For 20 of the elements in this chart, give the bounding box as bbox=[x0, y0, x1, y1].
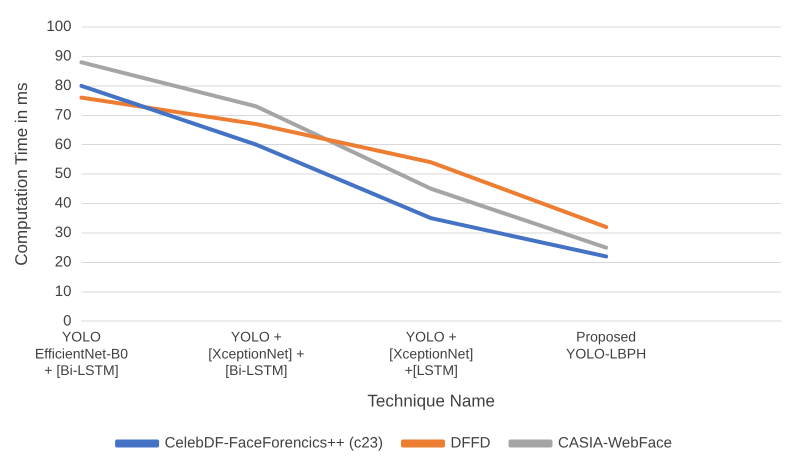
legend-label: CelebDF-FaceForencics++ (c23) bbox=[164, 434, 384, 452]
x-tick-label: YOLO EfficientNet-B0 + [Bi-LSTM] bbox=[34, 328, 128, 378]
x-tick-label: YOLO + [XceptionNet] +[LSTM] bbox=[389, 328, 474, 378]
y-tick-label: 10 bbox=[54, 282, 72, 300]
legend-label: DFFD bbox=[450, 434, 491, 452]
y-tick-label: 100 bbox=[46, 18, 72, 36]
x-axis-title: Technique Name bbox=[367, 391, 496, 410]
y-tick-label: 60 bbox=[54, 136, 72, 153]
y-tick-label: 80 bbox=[54, 76, 72, 94]
y-tick-label: 50 bbox=[54, 165, 72, 182]
y-tick-label: 0 bbox=[63, 312, 72, 330]
y-tick-label: 90 bbox=[54, 48, 72, 65]
y-tick-label: 20 bbox=[54, 254, 72, 270]
legend-label: CASIA-WebFace bbox=[558, 434, 672, 452]
y-axis-title: Computation Time in ms bbox=[12, 82, 31, 266]
y-tick-label: 40 bbox=[54, 194, 72, 212]
x-tick-label: YOLO + [XceptionNet] + [Bi-LSTM] bbox=[208, 328, 304, 378]
x-tick-label: Proposed YOLO-LBPH bbox=[566, 328, 646, 362]
y-tick-label: 30 bbox=[54, 224, 72, 242]
y-tick-label: 70 bbox=[54, 106, 72, 124]
